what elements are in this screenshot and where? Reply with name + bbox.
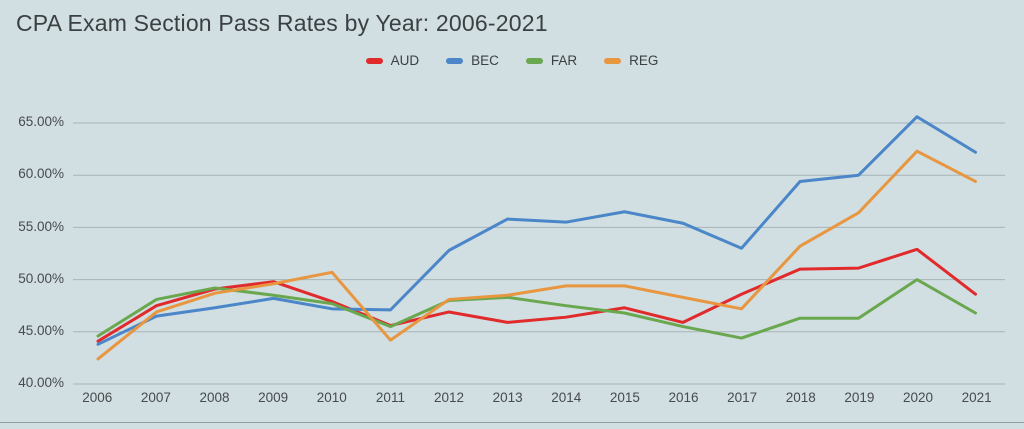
legend-label-bec: BEC	[471, 53, 499, 68]
legend-swatch-aud	[365, 57, 383, 64]
y-axis-tick-label: 60.00%	[18, 166, 64, 181]
legend-swatch-bec	[446, 57, 464, 64]
x-axis-tick-label: 2006	[82, 390, 113, 405]
x-axis-tick-label: 2017	[727, 390, 758, 405]
x-axis-tick-label: 2010	[316, 390, 347, 405]
x-axis-tick-label: 2021	[961, 390, 992, 405]
x-axis-tick-label: 2020	[903, 390, 934, 405]
legend-label-reg: REG	[629, 53, 659, 68]
x-axis-tick-label: 2015	[609, 390, 640, 405]
series-line-far	[96, 278, 977, 340]
y-axis-tick-label: 55.00%	[18, 219, 64, 234]
x-axis-tick-label: 2014	[551, 390, 582, 405]
series-line-bec	[96, 115, 977, 346]
x-axis-tick-label: 2019	[844, 390, 875, 405]
y-axis-tick-label: 50.00%	[18, 271, 64, 286]
legend-swatch-reg	[604, 57, 622, 64]
x-axis-tick-label: 2011	[375, 390, 405, 405]
y-axis-tick-label: 40.00%	[18, 375, 64, 390]
y-axis-tick-label: 45.00%	[18, 323, 64, 338]
legend-item-reg: REG	[604, 53, 658, 68]
legend-item-far: FAR	[525, 53, 578, 68]
x-axis-tick-label: 2009	[258, 390, 289, 405]
legend-item-aud: AUD	[365, 53, 420, 68]
legend-label-far: FAR	[550, 53, 578, 68]
legend-item-bec: BEC	[446, 53, 499, 68]
bottom-border	[0, 422, 1024, 423]
chart-title: CPA Exam Section Pass Rates by Year: 200…	[16, 10, 548, 36]
y-axis-tick-label: 65.00%	[18, 114, 64, 129]
x-axis-tick-label: 2012	[434, 390, 465, 405]
series-line-aud	[96, 247, 977, 343]
legend-swatch-far	[525, 57, 543, 64]
x-axis-tick-label: 2016	[668, 390, 699, 405]
x-axis-tick-label: 2013	[492, 390, 523, 405]
x-axis: 2006 2007 2008 2009 2010 2011 2012 2013 …	[68, 390, 1006, 405]
legend-label-aud: AUD	[390, 53, 420, 68]
x-axis-tick-label: 2007	[140, 390, 171, 405]
x-axis-tick-label: 2018	[785, 390, 816, 405]
series-line-reg	[96, 149, 977, 361]
legend: AUD BEC FAR REG	[0, 53, 1024, 68]
x-axis-tick-label: 2008	[199, 390, 230, 405]
